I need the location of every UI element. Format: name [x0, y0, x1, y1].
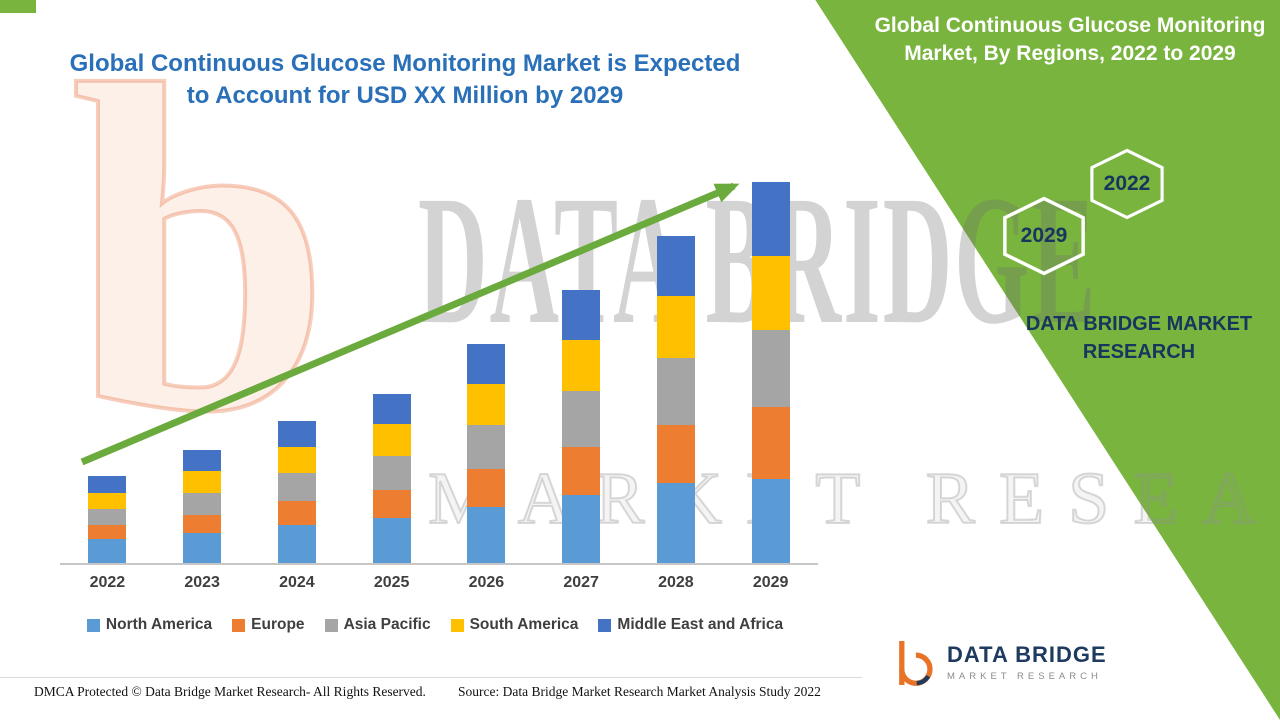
stacked-bar-2023	[183, 450, 222, 563]
legend-swatch	[324, 618, 338, 632]
legend-item-asia-pacific: Asia Pacific	[324, 616, 431, 634]
chart-title: Global Continuous Glucose Monitoring Mar…	[69, 50, 741, 109]
right-panel-heading: Global Continuous Glucose Monitoring Mar…	[874, 14, 1266, 66]
dmca-notice: DMCA Protected © Data Bridge Market Rese…	[34, 684, 426, 699]
bar-segment-middle-east-and-africa	[372, 394, 411, 425]
bar-segment-north-america	[372, 518, 411, 563]
x-axis-label: 2023	[184, 574, 220, 591]
hexagon-year-label: 2029	[1020, 224, 1068, 247]
x-axis-labels: 2022 2023 2024 2025 2026 2027 2028 2029	[60, 574, 818, 592]
bar-segment-asia-pacific	[562, 391, 601, 448]
legend-swatch	[86, 618, 100, 632]
bar-segment-middle-east-and-africa	[88, 476, 127, 494]
logo-tagline: MARKET RESEARCH	[947, 671, 1102, 682]
bar-segment-north-america	[467, 507, 506, 563]
legend-item-north-america: North America	[86, 616, 213, 634]
bar-segment-north-america	[277, 525, 316, 563]
bar-segment-middle-east-and-africa	[562, 289, 601, 340]
stacked-bar-2024	[277, 421, 316, 563]
bar-segment-middle-east-and-africa	[467, 343, 506, 384]
stacked-bar-2027	[562, 289, 601, 563]
right-panel-brand-text: DATA BRIDGE MARKET RESEARCH	[1025, 313, 1253, 363]
top-left-green-accent	[0, 0, 36, 13]
legend-label: North America	[105, 616, 213, 633]
legend-swatch	[598, 618, 612, 632]
bar-segment-europe	[183, 515, 222, 534]
bar-segment-asia-pacific	[183, 493, 222, 516]
legend-item-south-america: South America	[450, 616, 579, 634]
legend-label: South America	[469, 616, 579, 633]
bar-segment-south-america	[751, 255, 790, 330]
legend-label: Europe	[251, 616, 305, 633]
bar-segment-asia-pacific	[751, 329, 790, 408]
stacked-bar-2029	[751, 182, 790, 563]
x-axis-label: 2025	[373, 574, 410, 591]
bar-segment-middle-east-and-africa	[751, 182, 790, 256]
footer-divider	[0, 677, 862, 678]
bar-segment-europe	[751, 407, 790, 480]
source-note: Source: Data Bridge Market Research Mark…	[458, 684, 821, 699]
legend-item-europe: Europe	[232, 616, 305, 634]
bar-segment-south-america	[277, 447, 316, 474]
bar-segment-europe	[277, 501, 316, 526]
bar-segment-south-america	[562, 339, 601, 392]
x-axis-label: 2022	[89, 574, 126, 591]
hexagon-year-label: 2022	[1103, 172, 1151, 195]
legend-label: Asia Pacific	[343, 616, 431, 633]
bar-segment-south-america	[183, 471, 222, 494]
hexagon-outline-icon	[1090, 148, 1164, 220]
logo-name: DATA BRIDGE	[947, 642, 1107, 667]
bar-segment-north-america	[656, 483, 695, 563]
stacked-bar-2025	[372, 394, 411, 563]
logo-text: DATA BRIDGE MARKET RESEARCH	[947, 642, 1107, 683]
hexagon-badge-2029: 2029	[1000, 196, 1088, 276]
hexagon-badge-2022: 2022	[1088, 148, 1166, 220]
x-axis-label: 2028	[658, 574, 694, 591]
legend-swatch	[450, 618, 464, 632]
legend-label: Middle East and Africa	[617, 616, 784, 633]
bar-segment-north-america	[562, 495, 601, 563]
bar-segment-south-america	[656, 295, 695, 358]
bar-segment-asia-pacific	[656, 357, 695, 426]
stacked-bar-2028	[656, 235, 695, 563]
bar-segment-asia-pacific	[372, 456, 411, 491]
legend-swatch	[232, 618, 246, 632]
chart-legend: North America Europe Asia Pacific South Ame…	[40, 616, 830, 634]
bar-segment-north-america	[183, 533, 222, 563]
bar-segment-europe	[562, 447, 601, 496]
bar-segment-middle-east-and-africa	[183, 450, 222, 472]
bar-segment-north-america	[88, 539, 127, 563]
x-axis-label: 2027	[563, 574, 599, 591]
bar-segment-north-america	[751, 479, 790, 563]
bar-segment-asia-pacific	[88, 509, 127, 526]
bar-segment-asia-pacific	[467, 425, 506, 470]
x-axis-label: 2029	[752, 574, 789, 591]
x-axis-label: 2026	[468, 574, 505, 591]
bar-segment-europe	[372, 490, 411, 519]
bar-segment-south-america	[467, 383, 506, 426]
bar-segment-middle-east-and-africa	[277, 421, 316, 448]
stacked-bar-2026	[467, 343, 506, 563]
bar-segment-europe	[656, 425, 695, 484]
x-axis-label: 2024	[279, 574, 315, 591]
bar-segment-asia-pacific	[277, 473, 316, 502]
data-bridge-logo: DATA BRIDGE MARKET RESEARCH	[893, 636, 1107, 690]
stacked-bar-2022	[88, 476, 127, 563]
bar-segment-middle-east-and-africa	[656, 235, 695, 296]
bar-segment-south-america	[372, 424, 411, 457]
bar-segment-south-america	[88, 493, 127, 510]
bar-segment-europe	[467, 469, 506, 508]
bar-segment-europe	[88, 525, 127, 540]
stacked-bar-chart	[60, 180, 818, 565]
hexagon-outline-icon	[1003, 196, 1085, 276]
legend-item-middle-east-and-africa: Middle East and Africa	[598, 616, 783, 634]
data-bridge-b-icon	[899, 641, 933, 686]
